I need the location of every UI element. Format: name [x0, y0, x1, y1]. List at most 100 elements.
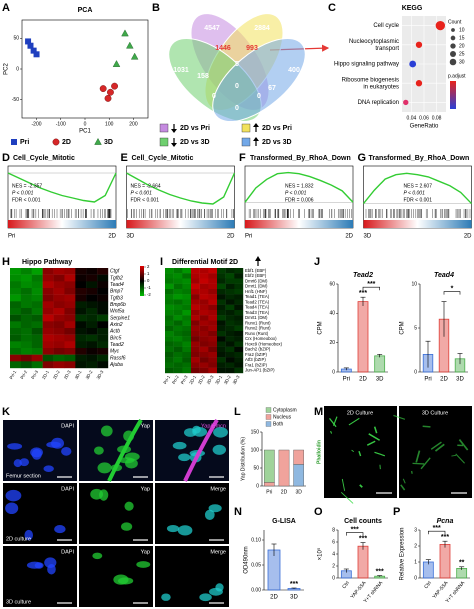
- heat-cell: [199, 268, 209, 274]
- heat-cell: [97, 288, 109, 295]
- heat-cell: [75, 341, 87, 349]
- panel-letter: L: [234, 406, 241, 418]
- heat-cell: [31, 341, 43, 349]
- point: [30, 47, 37, 54]
- cell: [7, 443, 23, 450]
- heat-cell: [86, 301, 98, 309]
- heat-cell: [53, 314, 65, 322]
- heat-cell: [10, 334, 22, 342]
- heat-cell: [182, 283, 192, 290]
- heat-cell: [234, 278, 244, 284]
- cell: [166, 525, 180, 533]
- term-label: Nucleocytoplasmic: [349, 39, 399, 45]
- heat-cell: [217, 278, 226, 284]
- row-label: Tead4: [110, 282, 124, 288]
- heat-cell: [225, 362, 235, 368]
- row-label: Ebf1 (EBF): [245, 268, 267, 273]
- heat-cell: [191, 346, 200, 353]
- legend-swatch: [265, 414, 272, 420]
- point: [112, 60, 121, 67]
- heat-cell: [217, 268, 226, 274]
- term-label: Ribosome biogenesis: [342, 77, 399, 83]
- y-tick-label: 150: [251, 429, 260, 435]
- heat-cell: [31, 328, 43, 335]
- legend-label: 15: [459, 35, 465, 41]
- heat-cell: [217, 346, 226, 353]
- heat-cell: [199, 310, 209, 316]
- y-axis-label: ×10⁵: [317, 547, 324, 560]
- left-label: Pri: [8, 234, 15, 240]
- cell: [5, 489, 22, 502]
- significance: *: [451, 285, 454, 292]
- heat-cell: [199, 352, 209, 358]
- legend-swatch: [11, 139, 17, 145]
- scale-label: -1: [147, 285, 151, 290]
- scale-label: 1: [147, 271, 150, 276]
- bracket: [443, 291, 461, 295]
- bar: [357, 301, 369, 373]
- es-curve: [7, 172, 117, 203]
- x-tick-label: 2D: [440, 377, 448, 383]
- panel-letter: G: [358, 152, 367, 164]
- heat-cell: [217, 336, 226, 342]
- heat-cell: [42, 268, 54, 275]
- y-axis-label: PC2: [4, 63, 10, 75]
- heat-cell: [173, 367, 183, 374]
- point: [104, 95, 112, 102]
- fdr: FDR = 0.006: [285, 197, 314, 203]
- y-tick-label: 10: [411, 281, 417, 287]
- heat-cell: [225, 346, 235, 353]
- heat-cell: [31, 281, 43, 289]
- heat-cell: [217, 320, 226, 326]
- x-tick-label: 2D: [359, 377, 367, 383]
- bracket: [346, 532, 364, 536]
- heat-cell: [10, 361, 22, 369]
- heat-cell: [86, 341, 98, 349]
- image-label: 3D Culture: [422, 410, 448, 416]
- heat-cell: [191, 336, 200, 342]
- term-label: DNA replication: [358, 100, 399, 106]
- heat-cell: [173, 320, 183, 326]
- heat-cell: [165, 273, 174, 279]
- heat-cell: [191, 362, 200, 368]
- heat-cell: [97, 308, 109, 315]
- significance: ***: [351, 526, 359, 533]
- heat-cell: [64, 354, 76, 362]
- row-label: Crx (Homeobox): [245, 336, 277, 341]
- heat-cell: [165, 268, 174, 274]
- heat-cell: [75, 354, 87, 362]
- row-label: Birc5: [110, 335, 122, 341]
- rank-gradient: [8, 220, 116, 228]
- title: Cell_Cycle_Mitotic: [132, 155, 194, 162]
- heat-cell: [173, 294, 183, 300]
- heat-cell: [217, 310, 226, 316]
- heat-cell: [191, 289, 200, 295]
- heat-cell: [199, 304, 209, 311]
- heat-cell: [53, 274, 65, 282]
- heat-cell: [208, 367, 218, 374]
- cell: [161, 593, 171, 601]
- legend-label: 25: [459, 51, 465, 57]
- panel-letter: M: [314, 406, 323, 418]
- scale-label: 2: [147, 264, 150, 269]
- column-label: Pri-1: [8, 369, 17, 380]
- legend-arrowhead: [171, 143, 177, 147]
- significance: ***: [441, 534, 449, 541]
- cell: [24, 529, 33, 541]
- heat-cell: [10, 301, 22, 309]
- heat-cell: [42, 288, 54, 295]
- heat-cell: [165, 315, 174, 321]
- row-label: Bach2 (bZIP): [245, 347, 271, 352]
- channel-label: DAPI: [61, 549, 74, 555]
- heat-cell: [234, 357, 244, 363]
- y-tick-label: 3: [414, 527, 417, 533]
- heat-cell: [97, 301, 109, 309]
- column-label: 2D-3: [206, 374, 215, 385]
- panel-letter: F: [239, 152, 246, 164]
- heat-cell: [199, 336, 209, 342]
- x-tick-label: 0: [84, 121, 87, 127]
- heat-cell: [10, 321, 22, 329]
- y-tick-label: 50: [13, 36, 19, 42]
- heat-cell: [182, 268, 192, 274]
